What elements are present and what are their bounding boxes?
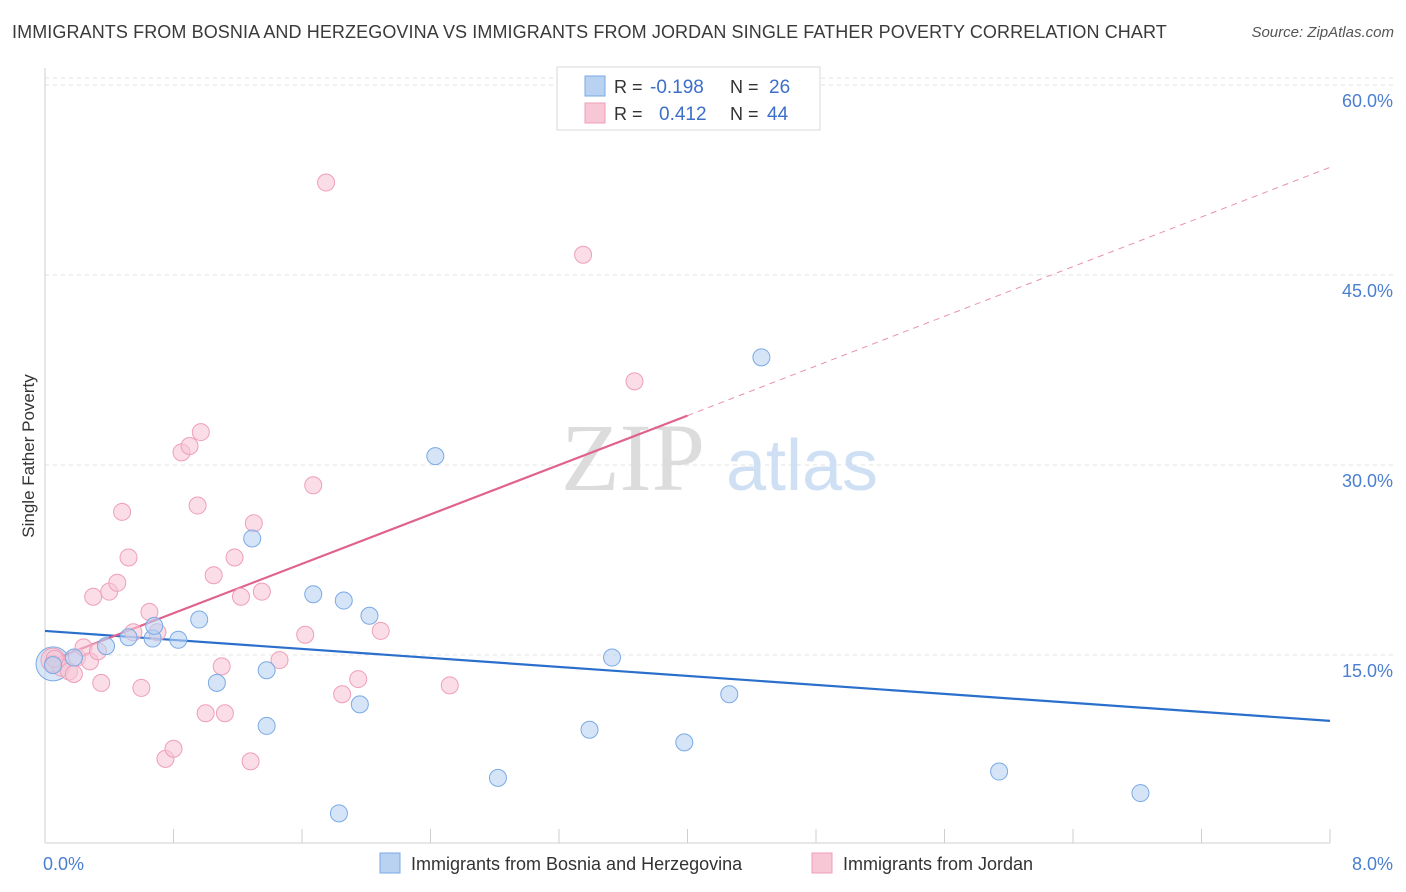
- data-point-jordan: [191, 423, 210, 442]
- stats-swatch-jordan: [584, 102, 606, 124]
- data-point-jordan: [333, 685, 352, 704]
- data-point-jordan: [349, 670, 368, 689]
- data-point-bosnia: [488, 768, 507, 787]
- series-legend: Immigrants from Bosnia and Herzegovina I…: [379, 852, 1033, 874]
- data-point-jordan: [108, 573, 127, 592]
- data-point-jordan: [132, 678, 151, 697]
- data-point-bosnia: [426, 447, 445, 466]
- data-point-bosnia: [752, 348, 771, 367]
- data-point-jordan: [204, 566, 223, 585]
- legend-label-bosnia: Immigrants from Bosnia and Herzegovina: [411, 854, 743, 874]
- data-point-jordan: [92, 673, 111, 692]
- stats-r-value-bosnia: -0.198: [650, 77, 704, 98]
- stats-n-label-bosnia: N =: [730, 77, 759, 97]
- watermark-atlas: atlas: [726, 426, 878, 506]
- y-tick-label: 60.0%: [1342, 91, 1393, 111]
- axes: [44, 68, 1331, 844]
- stats-r-value-jordan: 0.412: [659, 104, 707, 125]
- legend-swatch-bosnia: [379, 852, 401, 874]
- data-point-bosnia: [190, 610, 209, 629]
- data-point-jordan: [241, 752, 260, 771]
- data-point-jordan: [252, 582, 271, 601]
- data-point-jordan: [440, 676, 459, 695]
- watermark: ZIP atlas: [561, 404, 878, 511]
- data-point-bosnia: [207, 673, 226, 692]
- data-point-bosnia: [334, 591, 353, 610]
- data-point-jordan: [119, 548, 138, 567]
- data-point-bosnia: [44, 656, 63, 675]
- data-point-bosnia: [243, 529, 262, 548]
- data-point-bosnia: [675, 733, 694, 752]
- data-point-jordan: [215, 704, 234, 723]
- data-point-bosnia: [329, 804, 348, 823]
- data-point-bosnia: [145, 616, 164, 635]
- data-point-jordan: [244, 514, 263, 533]
- data-point-bosnia: [304, 585, 323, 604]
- data-points: [35, 173, 1150, 823]
- trend-line-jordan: [44, 414, 688, 664]
- chart-title: IMMIGRANTS FROM BOSNIA AND HERZEGOVINA V…: [12, 22, 1167, 42]
- source-label: Source: ZipAtlas.com: [1251, 24, 1394, 41]
- stats-swatch-bosnia: [584, 75, 606, 97]
- grid-lines: [45, 77, 1393, 656]
- x-tick-label: 0.0%: [43, 854, 84, 874]
- data-point-bosnia: [350, 695, 369, 714]
- data-point-jordan: [304, 476, 323, 495]
- data-point-bosnia: [257, 716, 276, 735]
- data-point-jordan: [84, 587, 103, 606]
- data-point-jordan: [225, 548, 244, 567]
- y-tick-label: 30.0%: [1342, 471, 1393, 491]
- data-point-jordan: [196, 704, 215, 723]
- stats-n-value-jordan: 44: [767, 104, 789, 125]
- trend-line-jordan-extension: [687, 166, 1331, 417]
- legend-swatch-jordan: [811, 852, 833, 874]
- data-point-jordan: [270, 651, 289, 670]
- tick-labels: 15.0% 30.0% 45.0% 60.0% 0.0% 8.0%: [43, 91, 1393, 874]
- data-point-jordan: [164, 739, 183, 758]
- y-tick-label: 45.0%: [1342, 281, 1393, 301]
- x-tick-label: 8.0%: [1352, 854, 1393, 874]
- legend-label-jordan: Immigrants from Jordan: [843, 854, 1033, 874]
- data-point-jordan: [64, 665, 83, 683]
- data-point-bosnia: [360, 606, 379, 625]
- data-point-jordan: [574, 245, 593, 264]
- data-point-bosnia: [257, 661, 276, 680]
- data-point-jordan: [317, 173, 336, 192]
- stats-r-label-jordan: R =: [614, 104, 643, 124]
- trend-line-bosnia: [44, 629, 1331, 722]
- data-point-bosnia: [720, 685, 739, 704]
- stats-n-value-bosnia: 26: [769, 77, 790, 98]
- data-point-jordan: [180, 437, 199, 455]
- data-point-bosnia: [990, 762, 1009, 781]
- data-point-jordan: [212, 657, 231, 676]
- data-point-jordan: [296, 625, 315, 644]
- watermark-zip: ZIP: [561, 404, 705, 511]
- y-tick-label: 15.0%: [1342, 661, 1393, 681]
- data-point-jordan: [371, 621, 390, 640]
- data-point-bosnia: [97, 637, 116, 656]
- data-point-jordan: [188, 496, 207, 515]
- data-point-bosnia: [64, 648, 83, 667]
- data-point-bosnia: [119, 628, 138, 647]
- stats-legend: R = -0.198 N = 26 R = 0.412 N = 44: [556, 66, 821, 131]
- y-axis-label: Single Father Poverty: [19, 374, 38, 538]
- data-point-jordan: [113, 502, 132, 521]
- stats-r-label-bosnia: R =: [614, 77, 643, 97]
- data-point-bosnia: [169, 630, 188, 649]
- data-point-bosnia: [603, 648, 622, 667]
- data-point-jordan: [231, 587, 250, 606]
- stats-n-label-jordan: N =: [730, 104, 759, 124]
- data-point-bosnia: [1131, 784, 1150, 803]
- data-point-bosnia: [580, 720, 599, 739]
- data-point-jordan: [625, 372, 644, 391]
